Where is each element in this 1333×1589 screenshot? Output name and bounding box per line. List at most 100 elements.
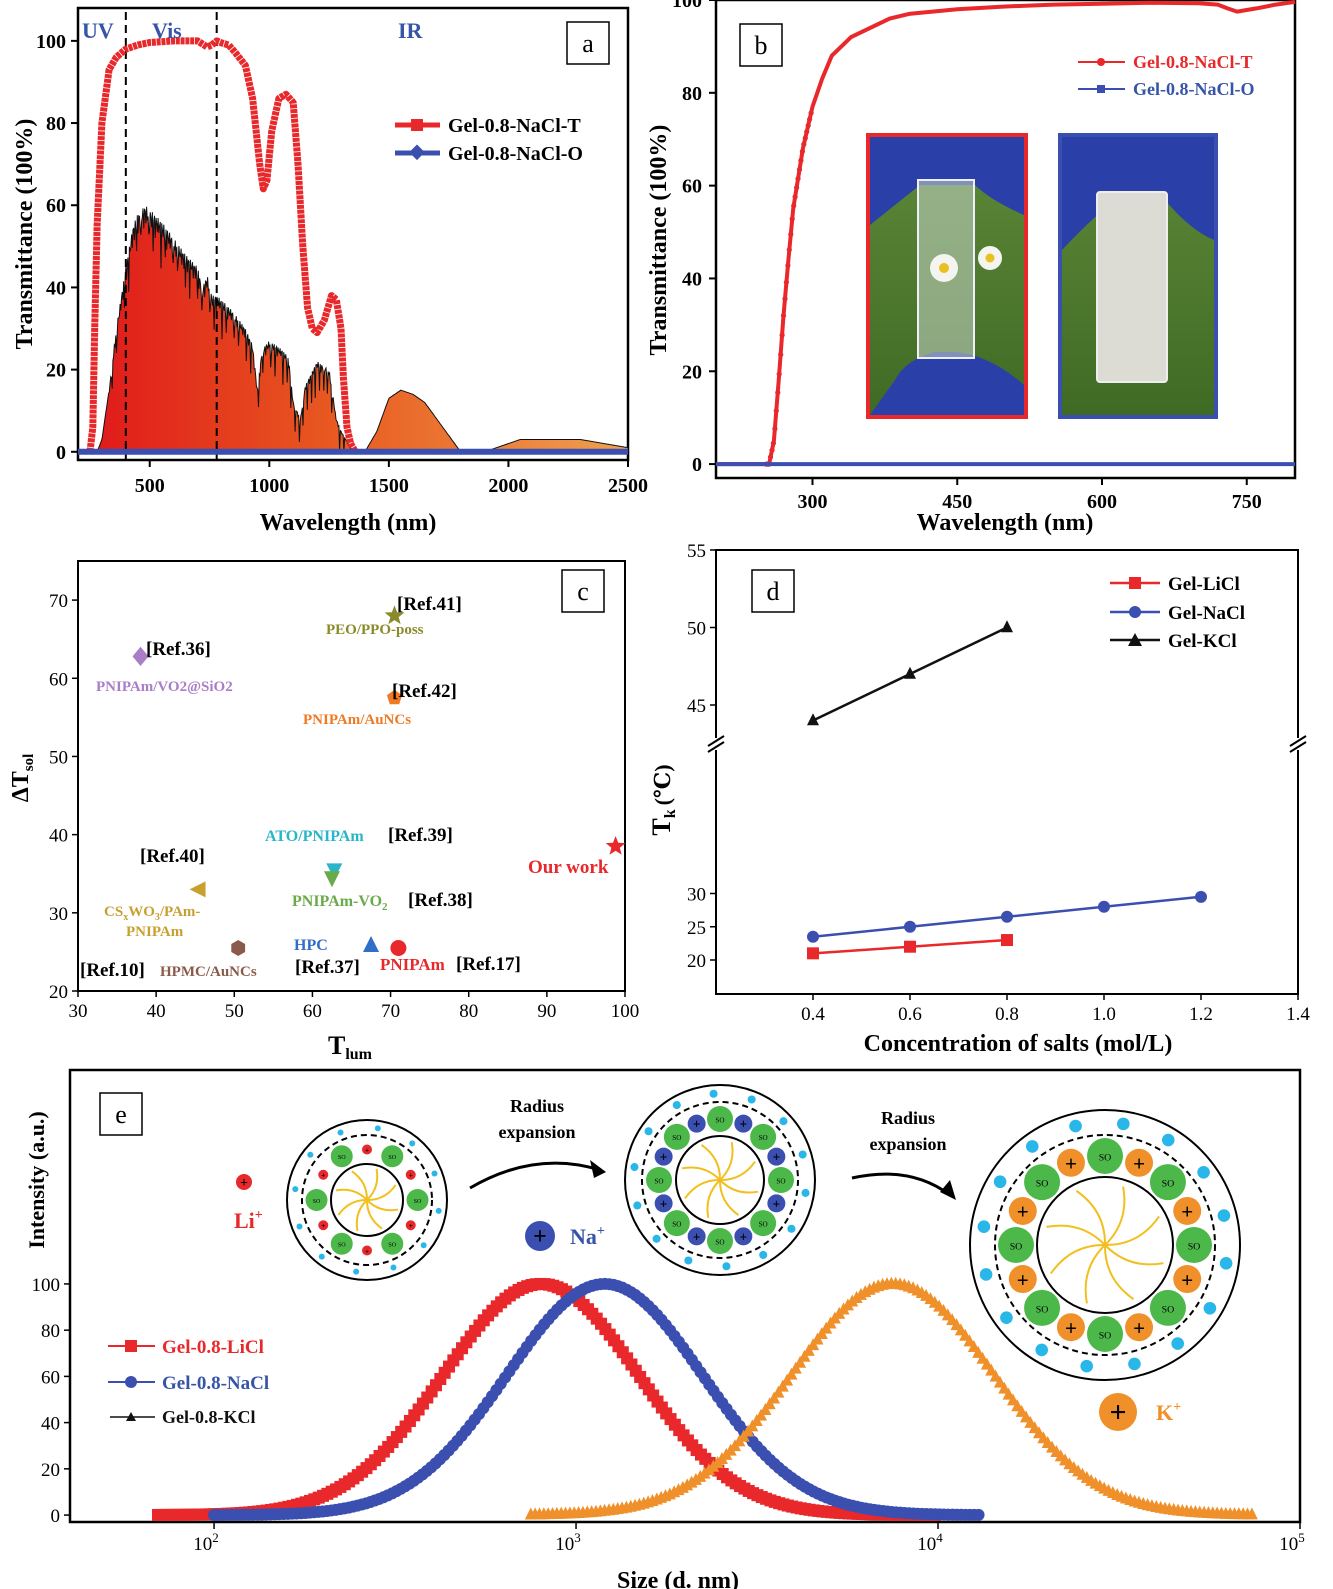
photo-transparent-gel xyxy=(866,133,1028,419)
micelle-k-sulfate xyxy=(1024,1289,1061,1326)
c-xtick-label-30: 30 xyxy=(69,1001,88,1022)
micelle-k-cation-plus: + xyxy=(1133,1316,1145,1340)
a-ytick-label-0: 0 xyxy=(56,442,66,464)
micelle-k-sulfate-label: SO xyxy=(1162,1304,1175,1315)
arrow1-head xyxy=(590,1160,606,1178)
micelle-li-cation xyxy=(318,1220,329,1231)
micelle-na-cation-plus: + xyxy=(660,1196,668,1211)
micelle-k-dashed-ring xyxy=(994,1134,1216,1356)
micelle-na-cation-plus: + xyxy=(773,1196,781,1211)
micelle-na-anion xyxy=(798,1150,807,1159)
d-xtick-label-2: 0.8 xyxy=(995,1004,1019,1025)
micelle-k-sulfate-label: SO xyxy=(1099,1153,1112,1164)
panel-a: 500 1000 1500 2000 2500 0 20 40 60 80 100 UV Vis I… xyxy=(12,6,648,536)
c-point-1 xyxy=(384,605,405,625)
micelle-na-sulfate-label: SO xyxy=(715,1116,724,1124)
micelle-li-anion xyxy=(318,1253,325,1260)
b-ytick-label-100: 100 xyxy=(672,0,702,12)
micelle-k-sulfate-label: SO xyxy=(1010,1242,1023,1253)
b-t-point xyxy=(794,185,800,191)
b-ytick-label-60: 60 xyxy=(682,176,702,198)
e-point-2 xyxy=(781,1373,794,1386)
micelle-k-cation-plus: + xyxy=(1017,1268,1029,1292)
b-t-point xyxy=(796,167,803,173)
panel-b-legend: Gel-0.8-NaCl-T Gel-0.8-NaCl-O xyxy=(1078,52,1254,99)
micelle-na-cation-plus: + xyxy=(693,1229,701,1244)
d-ytick-low-label-30: 30 xyxy=(687,885,706,906)
a-xtick-label-500: 500 xyxy=(135,475,165,497)
na-text: Na xyxy=(570,1224,597,1249)
micelle-na-cation-plus: + xyxy=(739,1117,747,1132)
c-xlabel-sub: lum xyxy=(345,1046,372,1063)
glove-bottom-left xyxy=(870,352,1024,415)
a-xtick-label-2500: 2500 xyxy=(608,475,648,497)
a-xtick-label-2000: 2000 xyxy=(488,475,528,497)
micelle-na-cation-plus: + xyxy=(660,1150,668,1165)
b-t-point xyxy=(801,141,807,147)
micelle-k-anion xyxy=(1025,1140,1039,1153)
radius-expansion-arrow-1: Radius expansion xyxy=(469,1096,606,1190)
b-xtick-label-300: 300 xyxy=(798,491,828,513)
e-xtick-label-0: 102 xyxy=(193,1530,219,1555)
legend-d-na-label: Gel-NaCl xyxy=(1168,603,1245,624)
a-ytick-label-60: 60 xyxy=(46,195,66,217)
micelle-li-sulfate-label: SO xyxy=(313,1199,321,1205)
micelle-k-chain xyxy=(1103,1244,1135,1300)
micelle-na-sulfate xyxy=(750,1123,777,1150)
micelle-na-anion xyxy=(801,1188,810,1197)
micelle-na-anion xyxy=(633,1201,642,1210)
k-ion-icon xyxy=(1099,1393,1137,1431)
a-ytick-label-100: 100 xyxy=(36,31,66,53)
micelle-li-sulfate xyxy=(330,1145,353,1168)
d-ylabel-main: T xyxy=(647,818,676,835)
arrow1-path xyxy=(469,1161,601,1190)
micelle-na-cation-plus: + xyxy=(773,1150,781,1165)
micelle-k-cation-plus: + xyxy=(1181,1268,1193,1292)
micelle-k-chain xyxy=(1050,1243,1106,1275)
micelle-li-sulfate-label: SO xyxy=(388,1242,396,1248)
d-xtick-label-3: 1.0 xyxy=(1092,1004,1116,1025)
micelle-k-sulfate-label: SO xyxy=(1036,1304,1049,1315)
panel-c-annotations: [Ref.36] PNIPAm/VO2@SiO2 [Ref.41] PEO/PP… xyxy=(80,594,609,981)
panel-a-xlabel: Wavelength (nm) xyxy=(260,510,437,536)
pam-text: /PAm- xyxy=(159,904,201,920)
flower-2-center xyxy=(985,253,995,263)
panel-d-label: d xyxy=(767,577,780,606)
micelle-na-chain xyxy=(684,1178,721,1200)
micelle-na-anion xyxy=(779,1117,788,1126)
micelle-na-anion xyxy=(644,1127,653,1136)
micelle-li-anion xyxy=(307,1151,314,1158)
micelle-na-cation xyxy=(767,1194,786,1213)
micelle-na-sulfate xyxy=(663,1210,690,1237)
micelle-na-sulfate xyxy=(663,1123,690,1150)
micelle-li-cation xyxy=(405,1220,416,1231)
d-ylabel-sub: k xyxy=(662,809,679,818)
e-xtick-label-3: 105 xyxy=(1279,1530,1305,1555)
legend-b-o-label: Gel-0.8-NaCl-O xyxy=(1133,79,1254,99)
micelle-li-dashed-ring xyxy=(301,1134,433,1266)
li-label: Li+ xyxy=(234,1208,263,1233)
micelle-na-sulfate xyxy=(768,1167,794,1193)
pnipam-vo2-label: PNIPAm-VO2 xyxy=(292,893,388,913)
micelle-k-sulfate-label: SO xyxy=(1188,1242,1201,1253)
micelle-k-anion xyxy=(1197,1165,1210,1179)
arrow2-line1: Radius xyxy=(881,1108,935,1128)
k-sup: + xyxy=(1173,1400,1181,1415)
panel-e-label-box xyxy=(99,1092,143,1136)
legend-d-li-label: Gel-LiCl xyxy=(1168,574,1240,595)
d-ytick-low-label-25: 25 xyxy=(687,918,706,939)
micelle-li-cation xyxy=(362,1245,372,1256)
micelle-na-anion xyxy=(672,1101,681,1110)
a-ytick-label-20: 20 xyxy=(46,360,66,382)
na-ion-symbol: + Na+ xyxy=(525,1221,605,1251)
micelle-k-cation-plus: + xyxy=(1017,1200,1029,1224)
panel-e-plot-area: 102 103 104 105 0 20 40 60 80 100 xyxy=(32,1275,1305,1555)
micelle-k-sulfate-label: SO xyxy=(1162,1179,1175,1190)
c-ylabel-main: ΔT xyxy=(8,771,34,802)
b-t-point xyxy=(791,203,797,209)
micelle-li-sulfate xyxy=(305,1189,328,1211)
k-plus: + xyxy=(1109,1396,1126,1429)
micelle-li-chain xyxy=(366,1199,399,1212)
micelle-k-cation xyxy=(1125,1148,1154,1177)
